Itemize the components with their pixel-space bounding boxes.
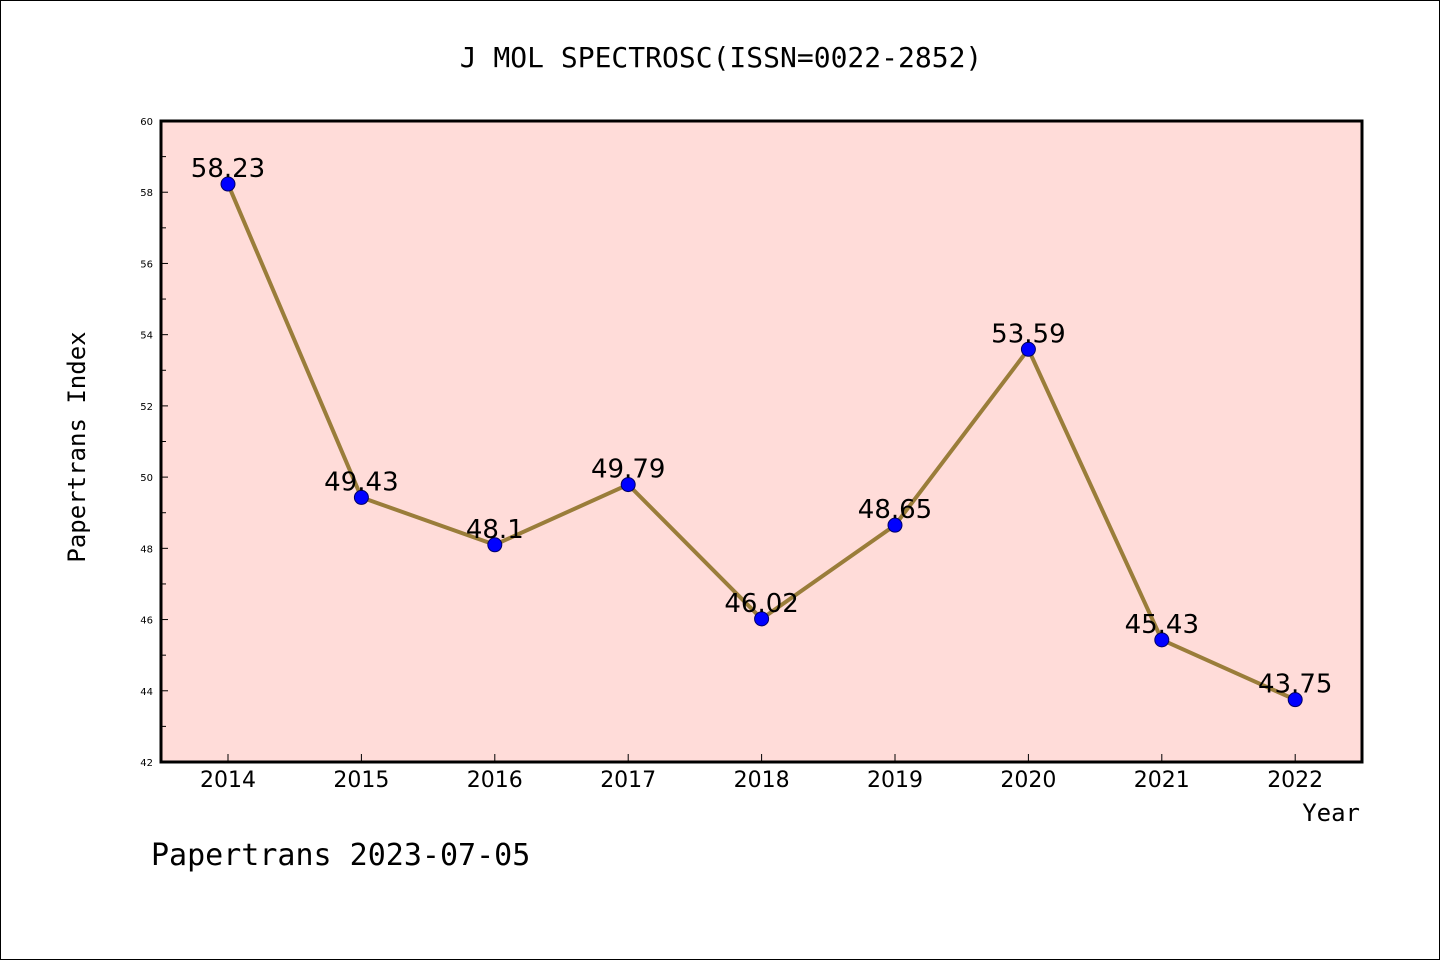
x-tick-label: 2015: [333, 768, 389, 793]
x-tick-label: 2019: [867, 768, 923, 793]
y-tick-label: 50: [140, 473, 153, 484]
y-tick-label: 46: [140, 616, 153, 627]
data-point: [887, 517, 903, 533]
data-label: 53.59: [991, 319, 1065, 349]
x-axis: 2014 2015 2016 2017 2018 2019 2020 2021 2022: [200, 754, 1323, 793]
x-tick-label: 2018: [734, 768, 790, 793]
data-point: [620, 477, 636, 493]
x-tick-label: 2022: [1267, 768, 1323, 793]
data-point: [220, 176, 236, 192]
y-tick-label: 42: [140, 758, 153, 769]
data-point: [1154, 632, 1170, 648]
data-point: [353, 489, 369, 505]
data-point: [487, 537, 503, 553]
y-tick-label: 48: [140, 544, 153, 555]
series-line-group: [220, 176, 1303, 708]
data-point: [1287, 692, 1303, 708]
y-tick-label: 54: [140, 331, 153, 342]
plot-area: [159, 119, 1364, 764]
y-tick-label: 60: [140, 117, 153, 128]
x-tick-label: 2017: [600, 768, 656, 793]
x-tick-label: 2014: [200, 768, 256, 793]
y-tick-label: 58: [140, 188, 153, 199]
data-point: [1020, 341, 1036, 357]
data-label: 45.43: [1125, 610, 1199, 640]
data-labels: 58.23 49.43 48.1 49.79 46.02 48.65 53.59 45.43 4…: [191, 154, 1333, 700]
y-tick-label: 56: [140, 259, 153, 270]
data-label: 49.79: [591, 455, 665, 485]
footer-text: Papertrans 2023-07-05: [151, 838, 530, 873]
y-tick-label: 44: [140, 687, 153, 698]
data-label: 46.02: [724, 589, 798, 619]
data-label: 43.75: [1258, 670, 1332, 700]
chart-title: J MOL SPECTROSC(ISSN=0022-2852): [460, 41, 983, 74]
y-axis-label: Papertrans Index: [63, 331, 91, 562]
data-label: 48.1: [466, 515, 524, 545]
data-point: [754, 611, 770, 627]
x-tick-label: 2016: [467, 768, 523, 793]
y-axis: 42 44 46 48 50 52 54 56 58 60: [140, 117, 168, 769]
data-label: 58.23: [191, 154, 265, 184]
x-tick-label: 2020: [1000, 768, 1056, 793]
y-tick-label: 52: [140, 402, 153, 413]
data-label: 48.65: [858, 495, 932, 525]
x-tick-label: 2021: [1134, 768, 1190, 793]
data-label: 49.43: [324, 467, 398, 497]
x-axis-label: Year: [1302, 799, 1360, 827]
